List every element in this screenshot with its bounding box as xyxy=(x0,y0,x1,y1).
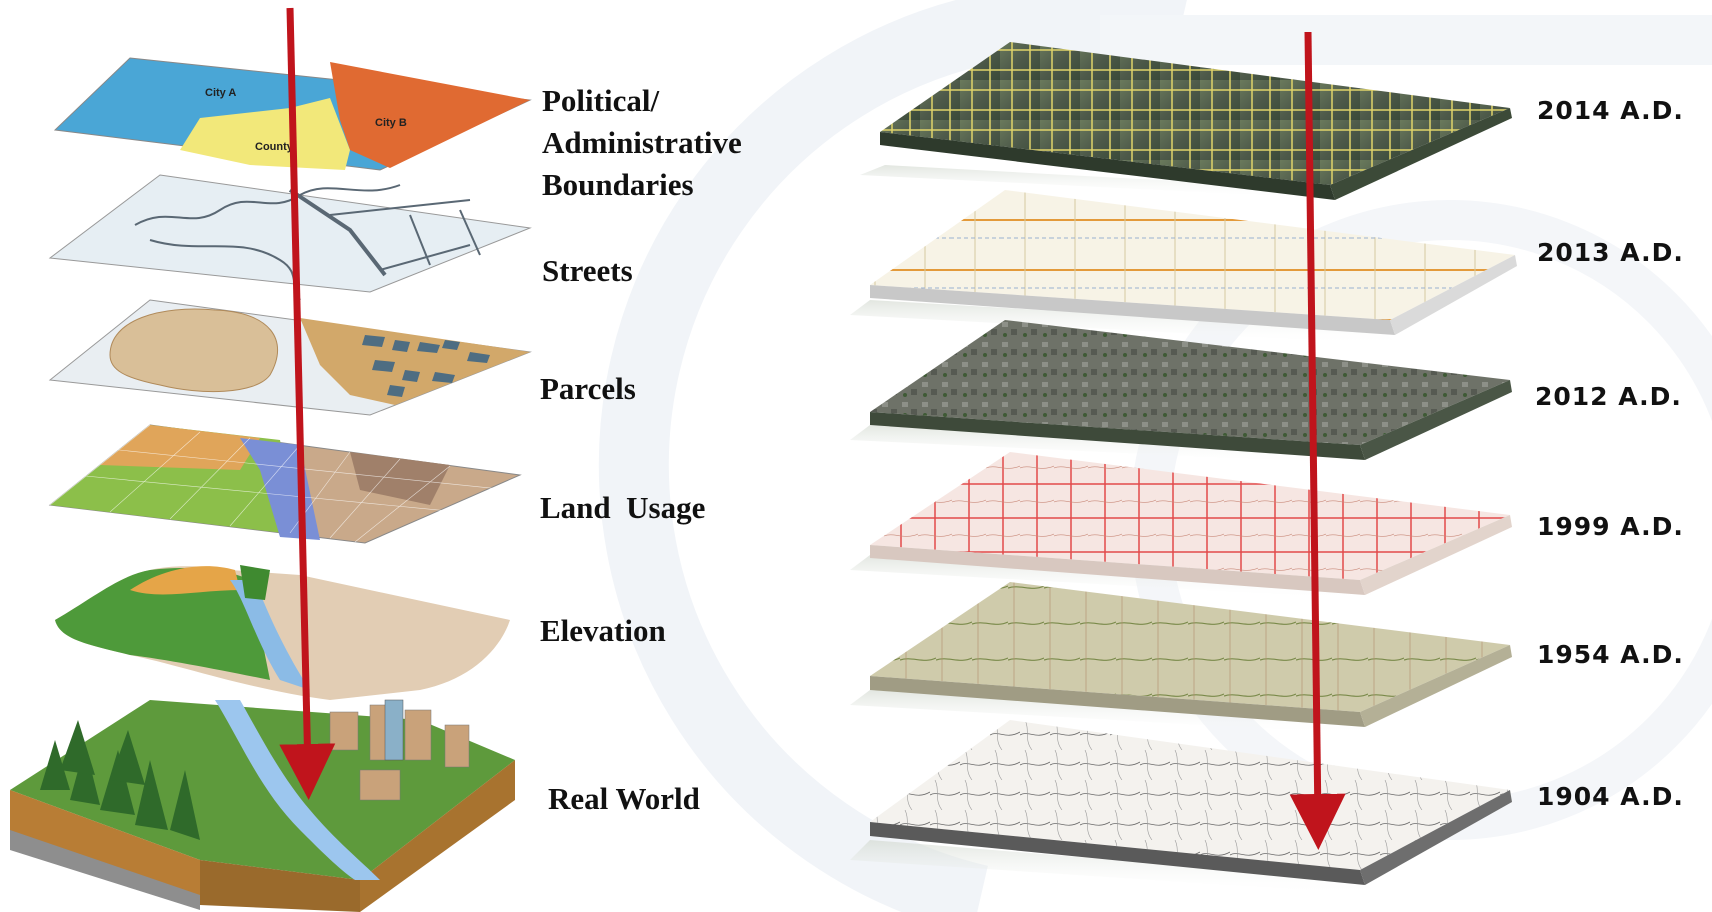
layer-label-line: Political/ xyxy=(542,83,660,118)
streets-layer xyxy=(48,174,532,301)
map-slab-1904 xyxy=(850,720,1512,895)
city-b-label: City B xyxy=(375,117,407,129)
map-slab-2014 xyxy=(860,42,1512,200)
year-label-1954: 1954 A.D. xyxy=(1537,640,1684,669)
city-a-label: City A xyxy=(205,87,236,99)
layer-label-line: Administrative xyxy=(542,125,742,160)
layer-label-political: Political/ Administrative Boundaries xyxy=(542,80,742,206)
map-slab-2012 xyxy=(850,320,1512,465)
map-slab-2013 xyxy=(850,190,1517,345)
map-slab-1954 xyxy=(850,582,1512,735)
layer-label-line: Boundaries xyxy=(542,167,694,202)
layer-label-land-usage: Land Usage xyxy=(540,490,706,525)
year-label-2012: 2012 A.D. xyxy=(1535,382,1682,411)
county-label: County xyxy=(255,141,294,153)
layer-label-real-world: Real World xyxy=(548,781,700,816)
year-label-1904: 1904 A.D. xyxy=(1537,782,1684,811)
layer-label-elevation: Elevation xyxy=(540,613,666,648)
layer-label-parcels: Parcels xyxy=(540,371,636,406)
real-world-layer xyxy=(10,699,515,912)
year-label-2014: 2014 A.D. xyxy=(1537,96,1684,125)
layer-label-streets: Streets xyxy=(542,253,633,288)
parcels-layer xyxy=(48,299,532,416)
elevation-layer xyxy=(55,565,510,700)
year-label-2013: 2013 A.D. xyxy=(1537,238,1684,267)
right-stack-arrow xyxy=(1289,31,1346,850)
left-stack-arrow xyxy=(279,7,336,800)
year-label-1999: 1999 A.D. xyxy=(1537,512,1684,541)
map-slab-1999 xyxy=(850,452,1512,600)
